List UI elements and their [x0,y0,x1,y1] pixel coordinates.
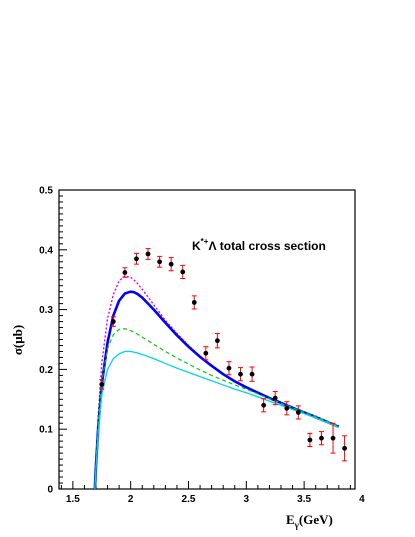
chart-annotation: K*+Λ total cross section [192,237,326,253]
y-tick-label: 0.2 [39,365,53,376]
x-tick-label: 3 [244,494,250,505]
data-points [99,248,348,462]
data-point [110,319,116,324]
x-tick-label: 2 [128,494,134,505]
data-point [203,350,209,356]
data-point [168,261,174,267]
data-point [330,435,336,441]
annotation-prefix: K [192,239,201,253]
data-point [284,405,290,411]
data-point [226,365,232,371]
x-tick-label: 3.5 [297,494,311,505]
data-point [99,381,105,387]
y-tick-label: 0 [47,485,53,496]
curve-dashed [94,328,340,490]
plot-frame [58,189,356,490]
data-point [319,435,324,441]
x-tick-label: 4 [359,494,365,505]
data-point [261,402,267,408]
y-tick-label: 0.3 [39,305,53,316]
data-point [134,256,139,262]
data-point [342,445,347,451]
data-point [295,410,301,415]
x-axis-title-tail: (GeV) [299,512,333,527]
model-curves [93,275,340,490]
annotation-superscript: *+ [201,237,209,246]
y-tick-label: 0.4 [39,245,53,256]
plot-border [58,189,356,490]
annotation-suffix: Λ total cross section [208,239,325,253]
x-axis-title: Eγ(GeV) [286,512,333,530]
data-point [307,437,313,443]
x-axis-ticks: 1.5 2 2.5 3 3.5 4 [60,481,365,505]
x-axis-title-main: E [286,512,295,527]
x-axis-title-sub: γ [294,520,300,530]
y-axis-title: σ(μb) [10,325,25,355]
data-point [122,270,128,275]
data-point [249,371,255,377]
data-point [238,371,243,377]
data-point [145,251,151,257]
data-point [180,269,186,275]
x-tick-label: 2.5 [182,494,196,505]
data-point [157,259,162,265]
curve-solid [94,350,340,490]
y-tick-label: 0.1 [39,425,53,436]
data-point [215,338,220,344]
data-point [191,300,197,305]
y-axis-ticks: 0 0.1 0.2 0.3 0.4 0.5 [39,186,67,496]
curve-solid-thick [93,290,340,490]
data-point [272,395,278,401]
y-tick-label: 0.5 [39,186,53,197]
x-tick-label: 1.5 [66,494,80,505]
